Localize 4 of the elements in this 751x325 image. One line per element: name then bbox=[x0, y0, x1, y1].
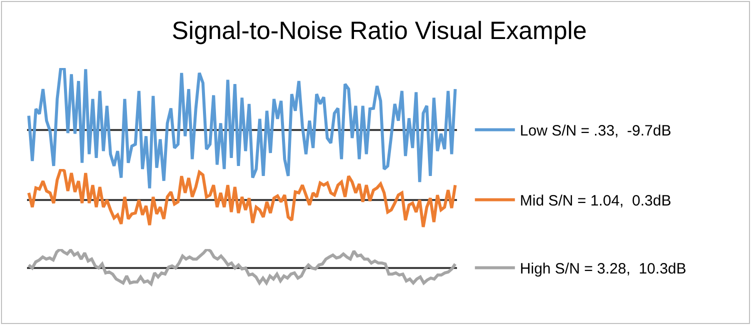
legend-label: Low S/N = .33, -9.7dB bbox=[520, 122, 672, 140]
chart-title: Signal-to-Noise Ratio Visual Example bbox=[172, 16, 587, 45]
legend-label: Mid S/N = 1.04, 0.3dB bbox=[520, 192, 672, 210]
legend-label: High S/N = 3.28, 10.3dB bbox=[520, 260, 686, 278]
